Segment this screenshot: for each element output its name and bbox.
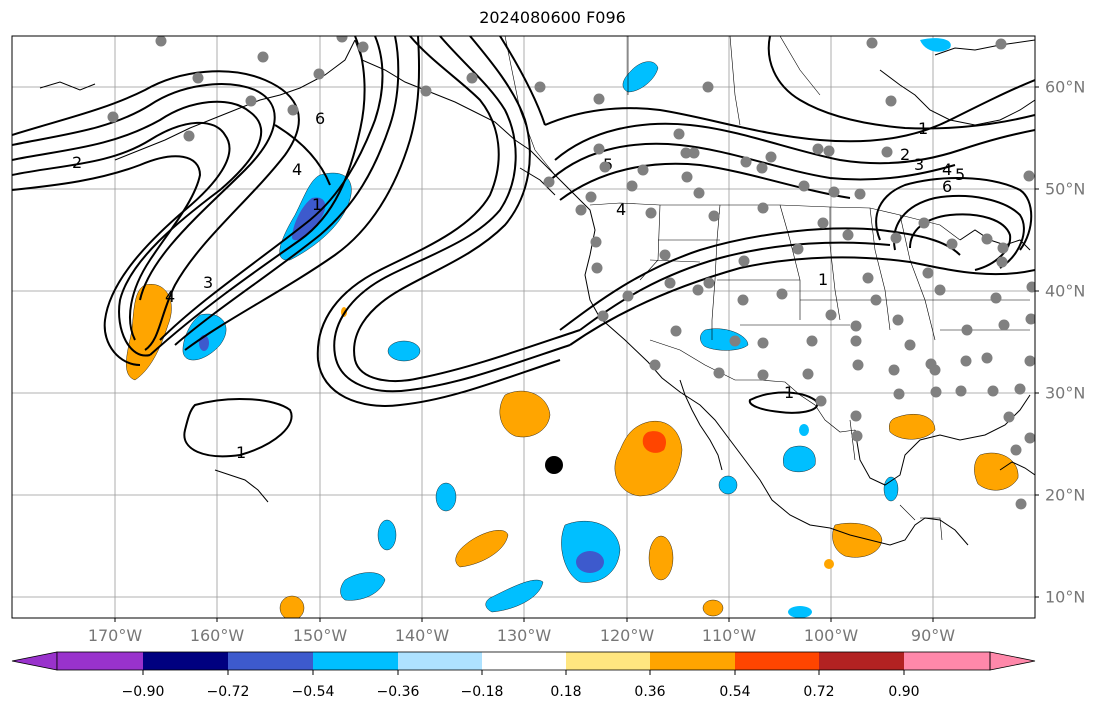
colorbar-segment: [735, 652, 819, 670]
contour-label: 4: [292, 160, 302, 179]
positive-anomaly-patch: [499, 390, 551, 438]
storm-center-marker: [545, 456, 563, 474]
contour-label: 3: [914, 155, 924, 174]
contour-label: 1: [312, 195, 322, 214]
map-title: 2024080600 F096: [479, 8, 626, 27]
lat-label: 40°N: [1045, 281, 1086, 301]
positive-anomaly-patch: [279, 595, 305, 618]
colorbar-tick-label: −0.90: [121, 684, 165, 700]
lon-label: 100°W: [803, 626, 859, 645]
negative-anomaly-patch: [377, 519, 397, 551]
colorbar-tick-label: 0.18: [550, 684, 582, 700]
contour-lines: [12, 36, 1035, 458]
positive-anomaly-patch: [889, 414, 936, 440]
contour-label: 4: [165, 287, 175, 306]
strong-positive-anomaly: [642, 431, 667, 453]
lon-label: 130°W: [496, 626, 552, 645]
colorbar-tick-label: −0.36: [376, 684, 420, 700]
contour-label: 2: [900, 145, 910, 164]
strong-negative-anomaly: [292, 197, 326, 241]
positive-anomaly-patch: [126, 284, 172, 381]
lon-label: 120°W: [599, 626, 655, 645]
colorbar-segment: [650, 652, 735, 670]
colorbar-segment: [566, 652, 650, 670]
positive-anomaly-patch: [455, 530, 509, 568]
lat-label: 60°N: [1045, 77, 1086, 97]
colorbar-tick-label: 0.54: [719, 684, 751, 700]
contour-label: 1: [818, 270, 828, 289]
negative-anomaly-patch: [700, 328, 749, 351]
lat-label: 30°N: [1045, 383, 1086, 403]
contour-label: 1: [236, 443, 246, 462]
lon-label: 90°W: [910, 626, 956, 645]
colorbar-tick-label: 0.36: [634, 684, 666, 700]
contour-label: 6: [942, 177, 952, 196]
positive-anomaly-patch: [974, 452, 1019, 491]
negative-anomaly-patch: [340, 572, 386, 601]
lat-label: 20°N: [1045, 485, 1086, 505]
lon-label: 150°W: [292, 626, 348, 645]
contour-label: 4: [942, 160, 952, 179]
colorbar-segment: [228, 652, 313, 670]
negative-anomaly-patch: [783, 445, 816, 473]
negative-anomaly-patch: [387, 340, 421, 362]
lat-label: 50°N: [1045, 179, 1086, 199]
colorbar-segment: [57, 652, 143, 670]
political-borders: [504, 36, 1030, 541]
colorbar-tick-label: 0.72: [803, 684, 835, 700]
contour-label: 3: [203, 273, 213, 292]
lon-label: 140°W: [394, 626, 450, 645]
lat-label: 10°N: [1045, 587, 1086, 607]
colorbar-tick-label: 0.90: [888, 684, 920, 700]
contour-label: 2: [72, 153, 82, 172]
colorbar-segment: [313, 652, 398, 670]
colorbar-tick-label: −0.54: [291, 684, 335, 700]
negative-anomaly-patch: [799, 424, 809, 436]
colorbar-segment: [482, 652, 566, 670]
colorbar-segment: [904, 652, 990, 670]
station-dots: [107, 36, 1035, 510]
negative-anomaly-patch: [920, 38, 951, 52]
coastlines: [39, 39, 1035, 546]
colorbar: [11, 651, 1036, 675]
colorbar-segment: [819, 652, 904, 670]
negative-anomaly-patch: [718, 475, 738, 495]
negative-anomaly-patch: [788, 606, 812, 618]
negative-anomaly-patch: [435, 482, 457, 512]
positive-anomaly-patch: [702, 599, 724, 617]
strong-negative-anomaly: [576, 551, 604, 573]
negative-anomaly-patch: [622, 61, 659, 93]
positive-anomaly-patch: [824, 559, 834, 569]
positive-anomaly-patch: [832, 522, 883, 558]
contour-label: 1: [918, 119, 928, 138]
colorbar-extend-low: [11, 651, 58, 671]
lon-label: 160°W: [189, 626, 245, 645]
colorbar-extend-high: [989, 651, 1036, 671]
contour-label: 6: [315, 109, 325, 128]
colorbar-segment: [143, 652, 228, 670]
colorbar-tick-label: −0.18: [460, 684, 504, 700]
contour-label: 5: [955, 165, 965, 184]
lon-label: 170°W: [87, 626, 143, 645]
lon-label: 110°W: [701, 626, 757, 645]
positive-anomaly-patch: [648, 535, 674, 581]
negative-anomaly-patch: [485, 579, 544, 613]
contour-label: 4: [616, 200, 626, 219]
colorbar-segment: [398, 652, 482, 670]
contour-label: 1: [784, 383, 794, 402]
colorbar-tick-label: −0.72: [206, 684, 250, 700]
anomaly-fills: [126, 38, 1019, 618]
